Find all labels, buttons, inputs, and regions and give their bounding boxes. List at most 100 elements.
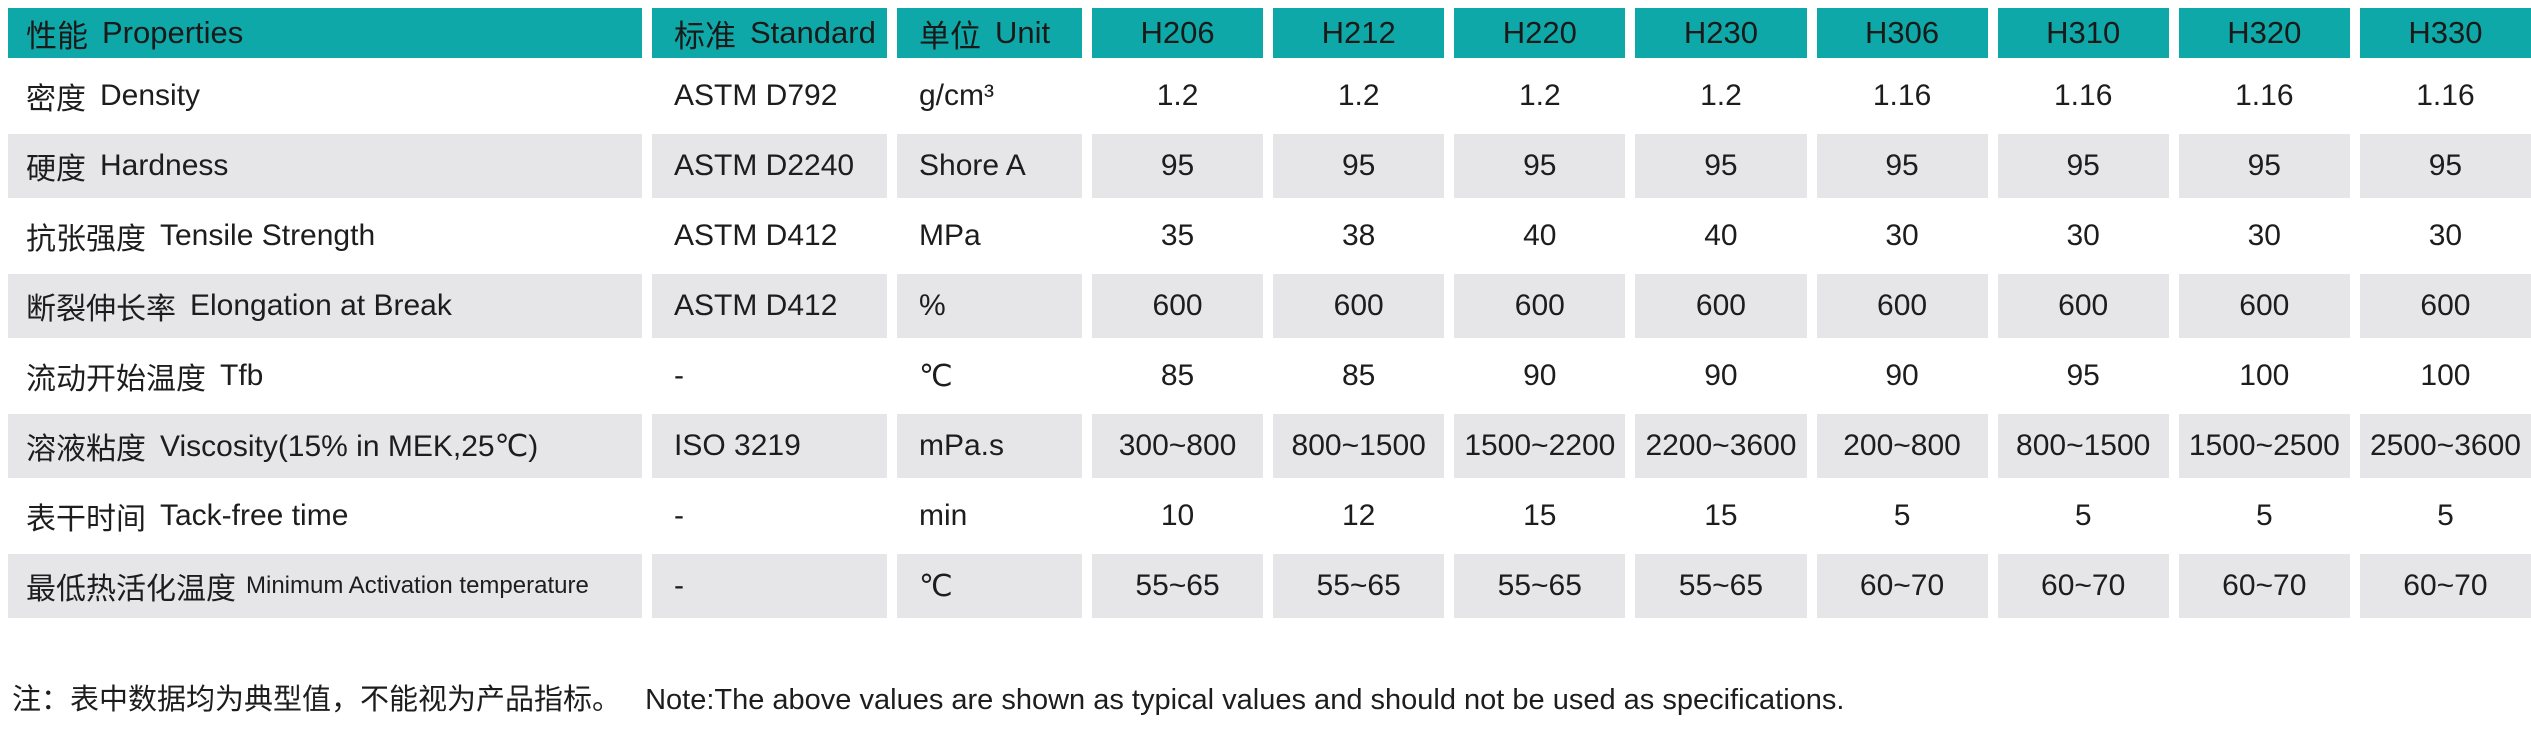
value-cell: 300~800 — [1092, 414, 1264, 478]
value-cell: 5 — [2359, 484, 2531, 548]
table-row-tack-free-time: 表干时间 Tack-free time - min 10 12 15 15 5 … — [8, 484, 2531, 548]
unit-cell: min — [897, 484, 1082, 548]
property-label-en: Tensile Strength — [160, 219, 376, 252]
value-cell: 95 — [1816, 134, 1988, 198]
value-cell: 100 — [2178, 344, 2350, 408]
property-label-en: Tack-free time — [160, 499, 349, 532]
unit-header-zh: 单位 — [919, 18, 981, 54]
value-cell: 95 — [1273, 134, 1445, 198]
value-cell: 100 — [2359, 344, 2531, 408]
value-cell: 600 — [1092, 274, 1264, 338]
property-cell: 密度 Density — [8, 64, 642, 128]
footnote-en: Note:The above values are shown as typic… — [645, 684, 1845, 716]
properties-header-en: Properties — [102, 15, 244, 50]
property-label-zh: 表干时间 — [26, 503, 146, 536]
value-cell: 1.2 — [1092, 64, 1264, 128]
value-cell: 200~800 — [1816, 414, 1988, 478]
property-label-en: Viscosity(15% in MEK,25℃) — [160, 429, 539, 463]
property-label-zh: 流动开始温度 — [26, 363, 206, 396]
property-label-en: Hardness — [100, 149, 229, 182]
unit-cell: g/cm³ — [897, 64, 1082, 128]
property-label-zh: 抗张强度 — [26, 223, 146, 256]
value-cell: 2500~3600 — [2359, 414, 2531, 478]
standard-cell: - — [652, 554, 887, 618]
standard-cell: ASTM D412 — [652, 274, 887, 338]
unit-cell: ℃ — [897, 344, 1082, 408]
value-cell: 2200~3600 — [1635, 414, 1807, 478]
value-cell: 38 — [1273, 204, 1445, 268]
value-cell: 40 — [1454, 204, 1626, 268]
value-cell: 1500~2500 — [2178, 414, 2350, 478]
header-cell-properties: 性能 Properties — [8, 8, 642, 58]
value-cell: 95 — [2359, 134, 2531, 198]
unit-cell: mPa.s — [897, 414, 1082, 478]
value-cell: 55~65 — [1454, 554, 1626, 618]
value-cell: 600 — [2359, 274, 2531, 338]
property-cell: 抗张强度 Tensile Strength — [8, 204, 642, 268]
value-cell: 40 — [1635, 204, 1807, 268]
value-cell: 600 — [1635, 274, 1807, 338]
value-cell: 5 — [1816, 484, 1988, 548]
value-cell: 85 — [1092, 344, 1264, 408]
property-label-zh: 溶液粘度 — [26, 433, 146, 466]
header-cell-product-h320: H320 — [2178, 8, 2350, 58]
value-cell: 5 — [2178, 484, 2350, 548]
value-cell: 600 — [1997, 274, 2169, 338]
table-row-elongation: 断裂伸长率 Elongation at Break ASTM D412 % 60… — [8, 274, 2531, 338]
header-cell-product-h206: H206 — [1092, 8, 1264, 58]
value-cell: 95 — [1092, 134, 1264, 198]
property-cell: 溶液粘度 Viscosity(15% in MEK,25℃) — [8, 414, 642, 478]
unit-cell: % — [897, 274, 1082, 338]
value-cell: 12 — [1273, 484, 1445, 548]
value-cell: 1.16 — [1816, 64, 1988, 128]
value-cell: 1.2 — [1635, 64, 1807, 128]
table-row-tensile-strength: 抗张强度 Tensile Strength ASTM D412 MPa 35 3… — [8, 204, 2531, 268]
property-cell: 表干时间 Tack-free time — [8, 484, 642, 548]
footnote: 注：表中数据均为典型值，不能视为产品指标。 Note:The above val… — [8, 676, 2531, 718]
footnote-zh: 注：表中数据均为典型值，不能视为产品指标。 — [12, 684, 622, 716]
standard-cell: ASTM D792 — [652, 64, 887, 128]
property-label-zh: 密度 — [26, 83, 86, 116]
property-cell: 断裂伸长率 Elongation at Break — [8, 274, 642, 338]
value-cell: 10 — [1092, 484, 1264, 548]
value-cell: 600 — [1816, 274, 1988, 338]
header-cell-product-h330: H330 — [2359, 8, 2531, 58]
header-cell-product-h212: H212 — [1273, 8, 1445, 58]
table-row-activation-temperature: 最低热活化温度 Minimum Activation temperature -… — [8, 554, 2531, 618]
table-header-row: 性能 Properties 标准 Standard 单位 Unit H206 H… — [8, 8, 2531, 58]
value-cell: 90 — [1454, 344, 1626, 408]
property-label-en: Tfb — [220, 359, 264, 392]
unit-header-en: Unit — [995, 15, 1051, 50]
property-cell: 流动开始温度 Tfb — [8, 344, 642, 408]
value-cell: 95 — [2178, 134, 2350, 198]
table-row-hardness: 硬度 Hardness ASTM D2240 Shore A 95 95 95 … — [8, 134, 2531, 198]
table-row-viscosity: 溶液粘度 Viscosity(15% in MEK,25℃) ISO 3219 … — [8, 414, 2531, 478]
value-cell: 1.16 — [1997, 64, 2169, 128]
value-cell: 15 — [1635, 484, 1807, 548]
value-cell: 5 — [1997, 484, 2169, 548]
header-cell-product-h310: H310 — [1997, 8, 2169, 58]
value-cell: 800~1500 — [1997, 414, 2169, 478]
standard-header-zh: 标准 — [674, 18, 736, 54]
property-cell: 硬度 Hardness — [8, 134, 642, 198]
value-cell: 90 — [1816, 344, 1988, 408]
value-cell: 35 — [1092, 204, 1264, 268]
value-cell: 60~70 — [1997, 554, 2169, 618]
value-cell: 90 — [1635, 344, 1807, 408]
value-cell: 60~70 — [2359, 554, 2531, 618]
value-cell: 55~65 — [1092, 554, 1264, 618]
value-cell: 95 — [1454, 134, 1626, 198]
value-cell: 1.16 — [2359, 64, 2531, 128]
value-cell: 1500~2200 — [1454, 414, 1626, 478]
unit-cell: Shore A — [897, 134, 1082, 198]
unit-cell: ℃ — [897, 554, 1082, 618]
value-cell: 85 — [1273, 344, 1445, 408]
value-cell: 15 — [1454, 484, 1626, 548]
value-cell: 600 — [1273, 274, 1445, 338]
header-cell-standard: 标准 Standard — [652, 8, 887, 58]
table-row-density: 密度 Density ASTM D792 g/cm³ 1.2 1.2 1.2 1… — [8, 64, 2531, 128]
standard-cell: - — [652, 484, 887, 548]
property-label-en: Elongation at Break — [190, 289, 452, 322]
property-label-en: Density — [100, 79, 201, 112]
